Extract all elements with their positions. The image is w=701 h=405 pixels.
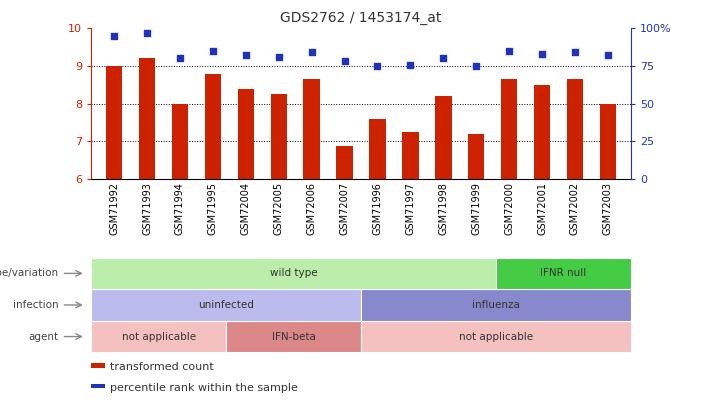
Point [109, 33, 120, 39]
Point [536, 51, 547, 57]
Bar [91, 258, 496, 289]
Text: influenza: influenza [472, 300, 520, 310]
Text: transformed count: transformed count [110, 362, 214, 372]
Bar [336, 146, 353, 179]
Bar [205, 74, 221, 179]
Point [503, 48, 515, 54]
Bar [501, 79, 517, 179]
Point [437, 55, 449, 62]
Bar [238, 89, 254, 179]
Bar [172, 104, 189, 179]
Point [273, 54, 285, 60]
Point [240, 52, 252, 59]
Bar [533, 85, 550, 179]
Point [602, 52, 613, 59]
Point [175, 55, 186, 62]
Bar [361, 289, 631, 321]
Bar [91, 321, 226, 352]
Bar [91, 363, 104, 368]
Point [339, 58, 350, 65]
Bar [369, 119, 386, 179]
Point [372, 63, 383, 69]
Bar [402, 132, 418, 179]
Point [207, 48, 219, 54]
Text: uninfected: uninfected [198, 300, 254, 310]
Bar [435, 96, 451, 179]
Title: GDS2762 / 1453174_at: GDS2762 / 1453174_at [280, 11, 442, 25]
Point [404, 61, 416, 68]
Text: not applicable: not applicable [121, 332, 196, 341]
Text: genotype/variation: genotype/variation [0, 269, 59, 278]
Point [142, 30, 153, 36]
Bar [496, 258, 631, 289]
Bar [361, 321, 631, 352]
Point [470, 63, 482, 69]
Text: infection: infection [13, 300, 59, 310]
Text: agent: agent [29, 332, 59, 341]
Point [569, 49, 580, 56]
Text: percentile rank within the sample: percentile rank within the sample [110, 383, 298, 392]
Point [306, 49, 318, 56]
Text: wild type: wild type [270, 269, 318, 278]
Text: IFN-beta: IFN-beta [271, 332, 315, 341]
Bar [566, 79, 583, 179]
Bar [106, 66, 123, 179]
Bar [599, 104, 616, 179]
Bar [304, 79, 320, 179]
Bar [91, 384, 104, 388]
Bar [139, 58, 156, 179]
Text: IFNR null: IFNR null [540, 269, 587, 278]
Text: not applicable: not applicable [459, 332, 533, 341]
Bar [91, 289, 361, 321]
Bar [226, 321, 361, 352]
Bar [271, 94, 287, 179]
Bar [468, 134, 484, 179]
